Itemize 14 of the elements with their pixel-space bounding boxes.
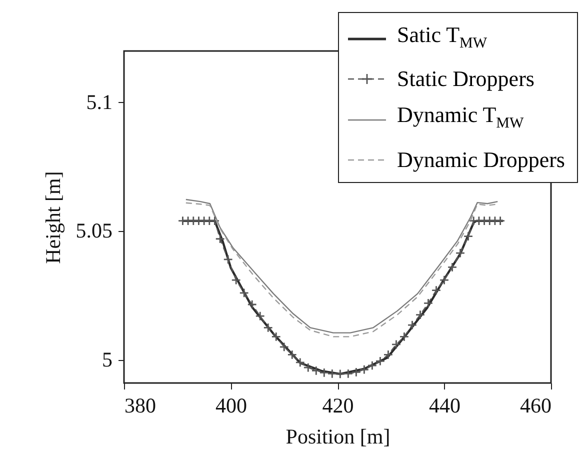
- x-axis-title: Position [m]: [286, 424, 390, 448]
- y-axis-title: Height [m]: [40, 171, 65, 264]
- legend-label: Dynamic T$_{MW}$: [396, 101, 524, 134]
- y-tick-label: 5: [102, 347, 112, 372]
- legend-label: Satic T$_{MW}$: [396, 21, 488, 54]
- x-tick-label: 460: [520, 394, 552, 418]
- x-tick-label: 380: [124, 394, 156, 418]
- x-tick-label: 440: [429, 394, 460, 418]
- x-tick-label: 400: [216, 394, 247, 418]
- legend-label: Dynamic Droppers: [396, 146, 565, 174]
- legend-label: Static Droppers: [396, 65, 534, 94]
- x-tick-label: 420: [322, 394, 354, 418]
- y-tick-label: 5.05: [76, 218, 112, 243]
- y-tick-label: 5.1: [86, 90, 112, 114]
